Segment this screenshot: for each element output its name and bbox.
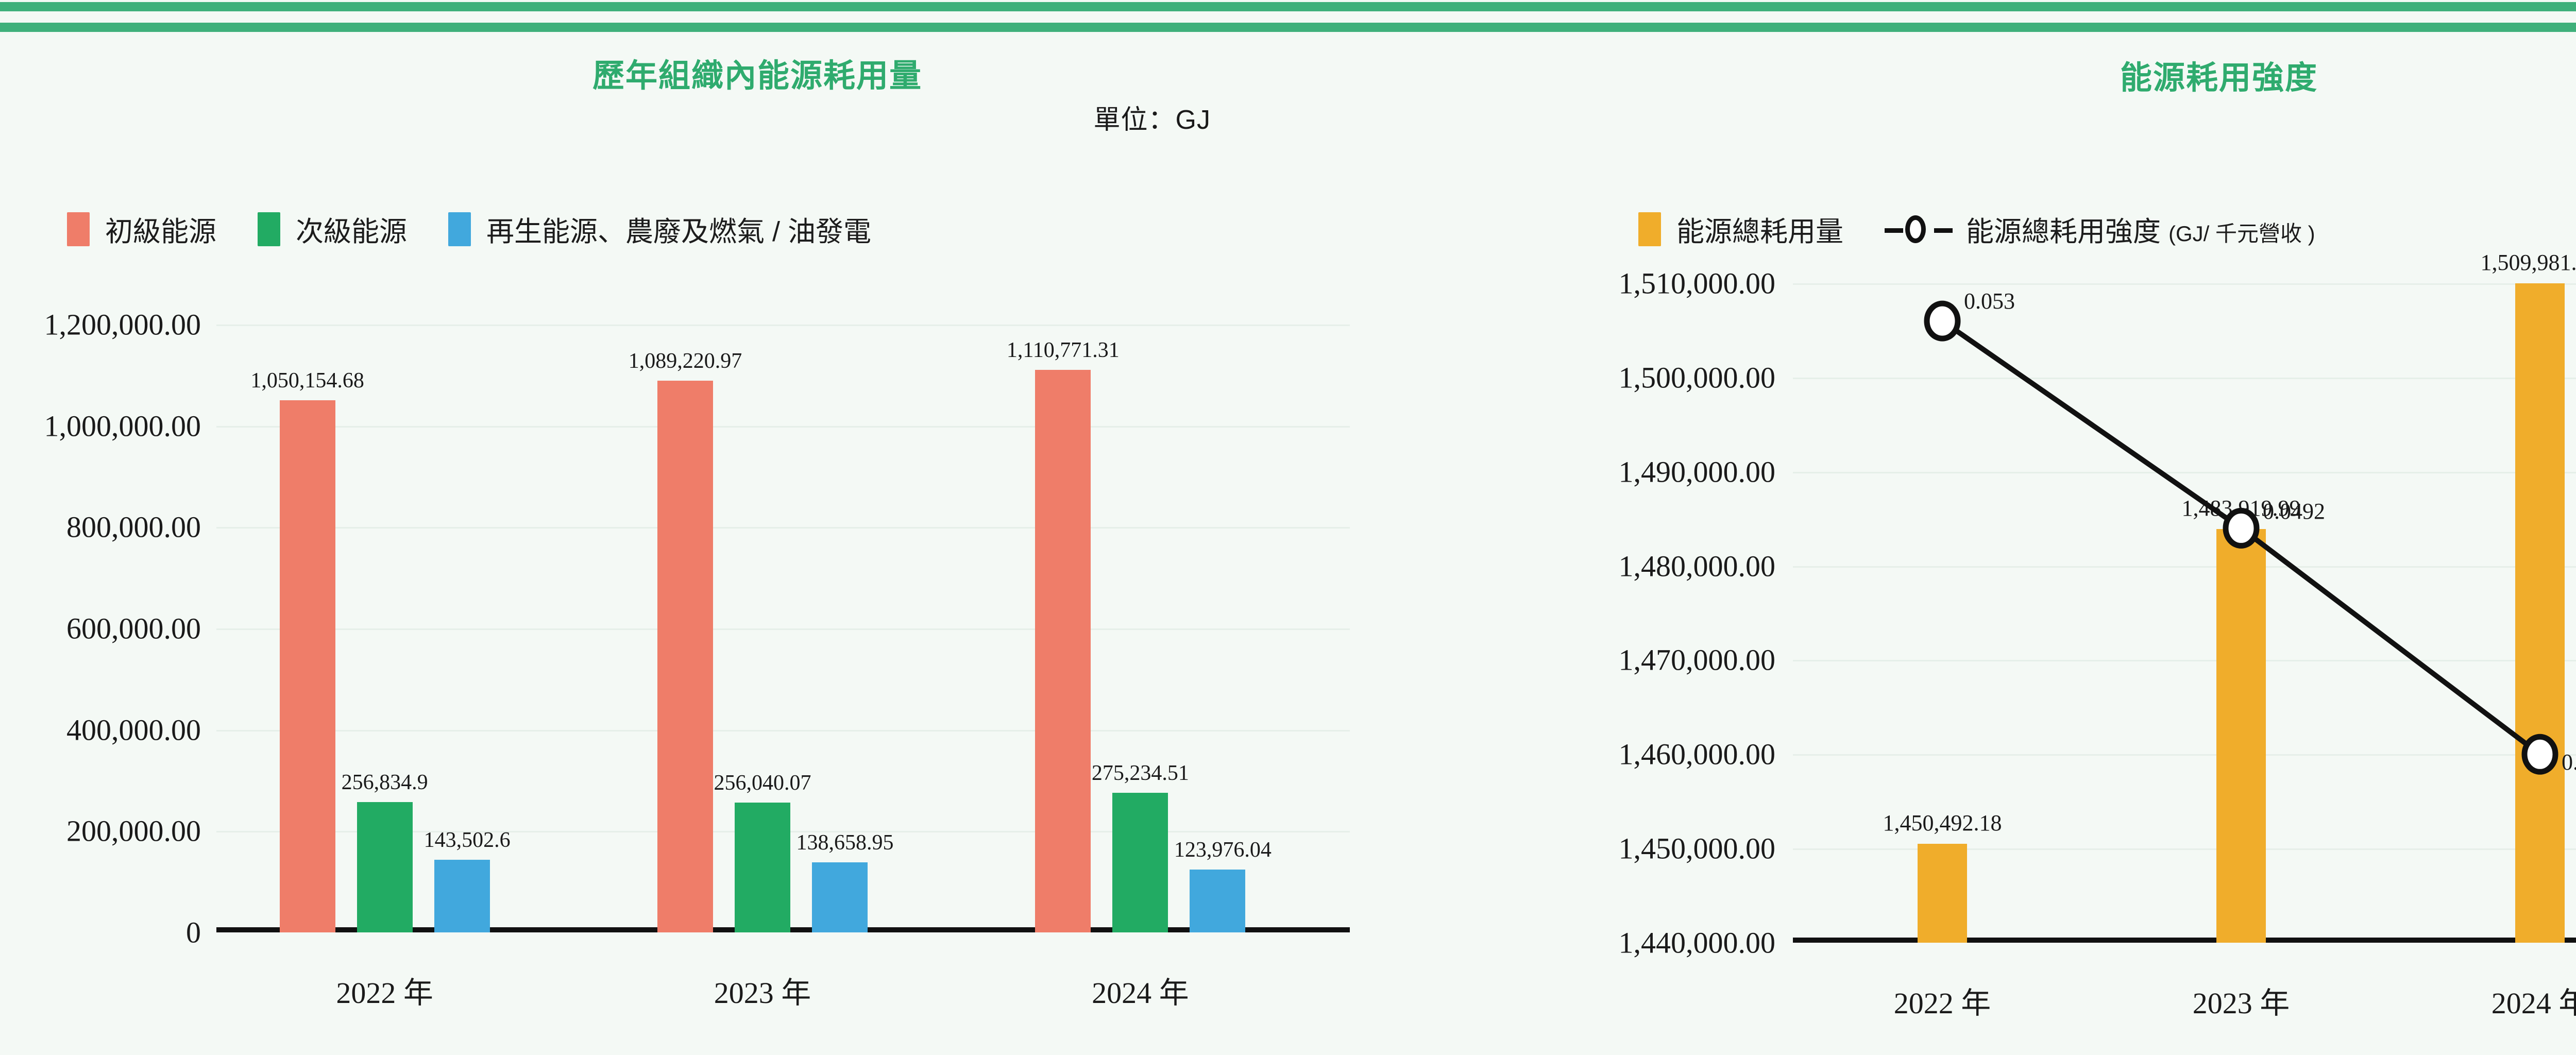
- y-axis-left-tick-label: 1,450,000.00: [1618, 831, 1776, 865]
- data-point-value-label: 0.053: [1964, 288, 2015, 314]
- bar-3: [812, 862, 868, 932]
- bar-value-label: 275,234.51: [1091, 761, 1189, 786]
- bar-3: [434, 859, 490, 932]
- bar-value-label: 1,450,492.18: [1883, 810, 2002, 836]
- y-axis-tick-label: 1,000,000.00: [44, 409, 201, 443]
- y-axis-tick-label: 1,200,000.00: [44, 308, 201, 342]
- left-chart-title: 歷年組織內能源耗用量: [592, 59, 922, 94]
- y-axis-left-tick-label: 1,480,000.00: [1618, 549, 1776, 583]
- bar-total-consumption: [2216, 529, 2266, 943]
- x-axis-tick-label: 2024 年: [1092, 976, 1189, 1010]
- top-accent-bar-1: [0, 2, 2576, 11]
- bar-1: [1035, 369, 1091, 932]
- legend-item-total-consumption: 能源總耗用量: [1638, 209, 1843, 249]
- y-axis-left-tick-label: 1,490,000.00: [1618, 455, 1776, 489]
- gridline: [1793, 566, 2576, 568]
- gridline: [216, 426, 1350, 428]
- gridline: [1793, 660, 2576, 662]
- data-point-marker: [2223, 507, 2260, 549]
- y-axis-tick-label: 0: [186, 915, 201, 949]
- y-axis-tick-label: 200,000.00: [66, 814, 201, 848]
- bar-value-label: 256,834.9: [341, 771, 428, 795]
- legend-label: 次級能源: [296, 216, 407, 247]
- legend-swatch-icon: [258, 212, 280, 246]
- y-axis-tick-label: 600,000.00: [66, 611, 201, 645]
- bar-value-label: 143,502.6: [423, 828, 511, 852]
- x-axis-tick-label: 2023 年: [714, 976, 811, 1010]
- bar-1: [657, 380, 713, 932]
- legend-label: 能源總耗用量: [1676, 216, 1843, 247]
- bar-1: [279, 400, 335, 932]
- y-axis-tick-label: 400,000.00: [66, 713, 201, 747]
- gridline: [216, 729, 1350, 731]
- y-axis-left-tick-label: 1,460,000.00: [1618, 737, 1776, 771]
- gridline: [216, 325, 1350, 326]
- y-axis-left-tick-label: 1,470,000.00: [1618, 643, 1776, 677]
- line-marker-icon: [1885, 212, 1953, 246]
- legend-swatch-icon: [448, 212, 471, 246]
- bar-2: [357, 802, 413, 932]
- left-chart-unit: 單位：GJ: [1093, 105, 1211, 135]
- right-plot-area: 1,510,000.000.05051,500,000.000.05001,49…: [1619, 250, 2576, 1020]
- data-point-value-label: 0.0480: [2562, 750, 2576, 775]
- bar-value-label: 1,509,981.86: [2480, 250, 2576, 276]
- bar-2: [1112, 793, 1168, 932]
- bar-value-label: 256,040.07: [714, 771, 811, 795]
- legend-swatch-icon: [67, 212, 90, 246]
- bar-value-label: 1,050,154.68: [250, 369, 364, 393]
- legend-item-2: 次級能源: [258, 209, 407, 249]
- left-chart-legend: 初級能源 次級能源 再生能源、農廢及燃氣 / 油發電: [67, 209, 912, 249]
- bar-3: [1190, 870, 1246, 932]
- bar-2: [735, 803, 790, 932]
- gridline: [1793, 754, 2576, 756]
- legend-item-intensity: 能源總耗用強度 (GJ/ 千元營收 ): [1885, 209, 2315, 249]
- x-axis-line: [1793, 938, 2576, 943]
- gridline: [216, 527, 1350, 529]
- energy-consumption-chart-panel: 歷年組織內能源耗用量 單位：GJ 初級能源 次級能源 再生能源、農廢及燃氣 / 油發…: [0, 36, 1515, 1055]
- gridline: [1793, 848, 2576, 850]
- bar-total-consumption: [2515, 283, 2565, 943]
- y-axis-tick-label: 800,000.00: [66, 510, 201, 544]
- gridline: [216, 628, 1350, 630]
- bar-value-label: 1,110,771.31: [1006, 338, 1120, 362]
- bar-value-label: 1,089,220.97: [628, 349, 742, 373]
- x-axis-tick-label: 2022 年: [1893, 986, 1991, 1020]
- y-axis-left-tick-label: 1,510,000.00: [1618, 266, 1776, 300]
- bar-value-label: 123,976.04: [1174, 838, 1272, 862]
- legend-label: 再生能源、農廢及燃氣 / 油發電: [486, 216, 872, 247]
- right-chart-legend: 能源總耗用量 能源總耗用強度 (GJ/ 千元營收 ): [1638, 209, 2357, 249]
- bar-total-consumption: [1918, 844, 1967, 943]
- gridline: [1793, 283, 2576, 285]
- x-axis-tick-label: 2022 年: [336, 976, 433, 1010]
- legend-item-1: 初級能源: [67, 209, 216, 249]
- data-point-value-label: 0.0492: [2263, 499, 2325, 524]
- gridline: [1793, 377, 2576, 379]
- legend-label: 能源總耗用強度 (GJ/ 千元營收 ): [1966, 216, 2315, 247]
- data-point-marker: [1924, 300, 1961, 342]
- bar-value-label: 138,658.95: [796, 830, 894, 855]
- x-axis-tick-label: 2024 年: [2491, 986, 2576, 1020]
- left-plot-area: 1,200,000.00 1,000,000.00 800,000.00 600,00…: [44, 308, 1350, 1010]
- gridline: [1793, 471, 2576, 473]
- top-accent-bar-2: [0, 23, 2576, 32]
- intensity-line-series: [1924, 300, 2558, 775]
- legend-swatch-icon: [1638, 212, 1661, 246]
- y-axis-left-tick-label: 1,500,000.00: [1618, 361, 1776, 395]
- data-point-marker: [2521, 734, 2558, 775]
- right-chart-title: 能源耗用強度: [2120, 61, 2318, 96]
- legend-label: 初級能源: [105, 216, 216, 247]
- x-axis-tick-label: 2023 年: [2192, 986, 2290, 1020]
- legend-item-3: 再生能源、農廢及燃氣 / 油發電: [448, 209, 871, 249]
- y-axis-left-tick-label: 1,440,000.00: [1618, 926, 1776, 960]
